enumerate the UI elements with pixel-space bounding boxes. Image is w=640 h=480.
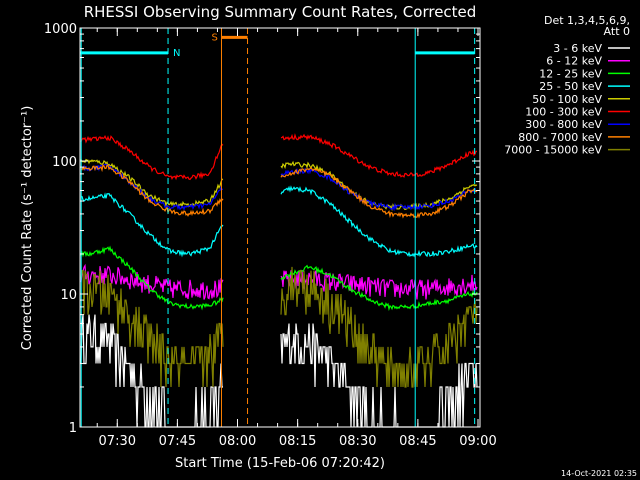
annotation-label-1: N — [173, 48, 180, 59]
legend-label-6: 100 - 300 keV — [525, 106, 602, 119]
legend-label-5: 50 - 100 keV — [532, 93, 602, 106]
legend-label-2: 6 - 12 keV — [546, 55, 602, 68]
chart-title: RHESSI Observing Summary Count Rates, Co… — [84, 3, 477, 21]
y-tick-label-3: 1000 — [44, 22, 77, 37]
series-line-8 — [80, 164, 478, 219]
x-tick-label-4: 08:30 — [339, 434, 376, 449]
x-tick-label-5: 08:45 — [399, 434, 436, 449]
plot-area: N S 1 10 100 1000 07:30 07:45 08:00 08:15 08:30 08:… — [44, 22, 497, 449]
annotation-label-3: S — [211, 32, 217, 43]
legend-label-9: 7000 - 15000 keV — [504, 144, 602, 157]
x-axis-label: Start Time (15-Feb-06 07:20:42) — [175, 456, 385, 471]
y-tick-label-1: 10 — [60, 288, 77, 303]
series-line-6 — [80, 133, 477, 181]
legend-label-4: 25 - 50 keV — [539, 80, 602, 93]
series-line-5 — [80, 158, 478, 212]
legend-label-8: 800 - 7000 keV — [518, 131, 602, 144]
x-tick-label-6: 09:00 — [459, 434, 496, 449]
x-tick-label-3: 08:15 — [279, 434, 316, 449]
timestamp: 14-Oct-2021 02:35 — [561, 469, 637, 478]
legend-header-1: Det 1,3,4,5,6,9, — [544, 14, 630, 27]
y-axis-label: Corrected Count Rate (s⁻¹ detector⁻¹) — [20, 106, 35, 351]
series-line-9 — [80, 266, 478, 388]
x-tick-label-1: 07:45 — [159, 434, 196, 449]
x-tick-label-2: 08:00 — [219, 434, 256, 449]
legend-label-1: 3 - 6 keV — [553, 42, 602, 55]
series-line-4 — [80, 185, 478, 258]
y-tick-label-2: 100 — [52, 155, 77, 170]
x-tick-label-0: 07:30 — [99, 434, 136, 449]
legend-label-3: 12 - 25 keV — [539, 67, 602, 80]
plot-frame — [79, 27, 481, 428]
legend-header-2: Att 0 — [604, 25, 630, 38]
y-tick-label-0: 1 — [69, 421, 77, 436]
legend-label-7: 300 - 800 keV — [525, 118, 602, 131]
series-line-3 — [80, 245, 478, 312]
